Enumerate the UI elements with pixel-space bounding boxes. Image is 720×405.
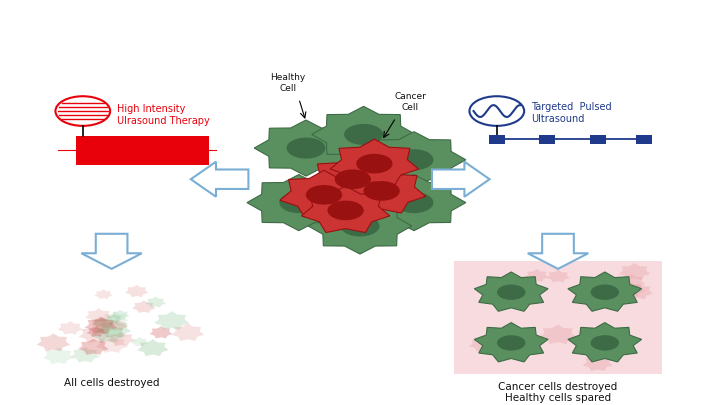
Polygon shape <box>338 166 426 213</box>
Polygon shape <box>94 290 113 299</box>
Polygon shape <box>539 324 577 344</box>
Polygon shape <box>37 333 71 351</box>
Circle shape <box>55 96 110 126</box>
Polygon shape <box>568 272 642 311</box>
Polygon shape <box>616 282 645 297</box>
Circle shape <box>364 181 400 201</box>
Polygon shape <box>131 337 148 346</box>
Polygon shape <box>81 234 142 269</box>
Polygon shape <box>105 314 122 323</box>
Polygon shape <box>71 347 100 362</box>
Polygon shape <box>582 355 613 371</box>
Polygon shape <box>111 310 130 320</box>
Polygon shape <box>308 198 412 254</box>
Circle shape <box>328 200 364 220</box>
Bar <box>590 135 606 144</box>
Polygon shape <box>107 320 128 331</box>
Circle shape <box>335 169 371 189</box>
Polygon shape <box>330 139 418 186</box>
Circle shape <box>590 335 619 351</box>
Polygon shape <box>43 347 74 364</box>
Polygon shape <box>623 283 653 299</box>
Circle shape <box>590 285 619 300</box>
Circle shape <box>497 335 526 351</box>
Polygon shape <box>58 321 83 335</box>
Polygon shape <box>525 269 549 282</box>
Polygon shape <box>302 186 390 232</box>
Polygon shape <box>362 175 466 231</box>
Polygon shape <box>280 170 368 217</box>
Polygon shape <box>150 326 173 339</box>
Circle shape <box>497 285 526 300</box>
Text: Cancer
Cell: Cancer Cell <box>395 92 426 112</box>
Polygon shape <box>588 326 617 341</box>
Polygon shape <box>254 120 358 176</box>
Polygon shape <box>125 285 148 297</box>
Polygon shape <box>191 162 248 197</box>
Polygon shape <box>102 311 129 326</box>
Polygon shape <box>469 337 497 352</box>
Polygon shape <box>546 270 570 282</box>
Polygon shape <box>78 326 112 343</box>
Polygon shape <box>132 301 156 313</box>
Polygon shape <box>616 274 646 290</box>
Circle shape <box>341 215 379 237</box>
Polygon shape <box>528 234 588 269</box>
Bar <box>636 135 652 144</box>
Polygon shape <box>432 162 490 197</box>
Circle shape <box>395 192 433 213</box>
Polygon shape <box>171 324 204 341</box>
Polygon shape <box>137 339 168 356</box>
Circle shape <box>356 154 392 173</box>
Circle shape <box>287 138 325 159</box>
Polygon shape <box>474 323 548 362</box>
Bar <box>489 135 505 144</box>
Polygon shape <box>78 339 109 355</box>
Polygon shape <box>86 327 106 337</box>
Polygon shape <box>84 317 117 334</box>
Polygon shape <box>97 320 131 338</box>
Text: High Intensity
Ulrasound Therapy: High Intensity Ulrasound Therapy <box>117 104 210 126</box>
Polygon shape <box>92 318 110 327</box>
Text: Healthy
Cell: Healthy Cell <box>271 73 305 92</box>
Text: Cancer cells destroyed
Healthy cells spared: Cancer cells destroyed Healthy cells spa… <box>498 382 618 403</box>
Bar <box>454 261 662 374</box>
Polygon shape <box>154 311 189 330</box>
Circle shape <box>279 192 318 213</box>
Polygon shape <box>568 323 642 362</box>
Polygon shape <box>91 324 126 343</box>
Circle shape <box>306 185 342 205</box>
Polygon shape <box>618 263 651 280</box>
Polygon shape <box>85 308 112 323</box>
Polygon shape <box>108 332 135 346</box>
Bar <box>539 135 555 144</box>
Circle shape <box>469 96 524 126</box>
Polygon shape <box>362 132 466 188</box>
Polygon shape <box>309 155 397 201</box>
Polygon shape <box>474 272 548 311</box>
Polygon shape <box>247 175 351 231</box>
Polygon shape <box>92 317 114 329</box>
Polygon shape <box>312 107 415 162</box>
Text: All cells destroyed: All cells destroyed <box>64 378 159 388</box>
Text: Targeted  Pulsed
Ultrasound: Targeted Pulsed Ultrasound <box>531 102 612 124</box>
Circle shape <box>344 124 383 145</box>
Polygon shape <box>96 336 127 353</box>
Circle shape <box>395 149 433 170</box>
Polygon shape <box>145 297 166 307</box>
Bar <box>76 136 209 165</box>
